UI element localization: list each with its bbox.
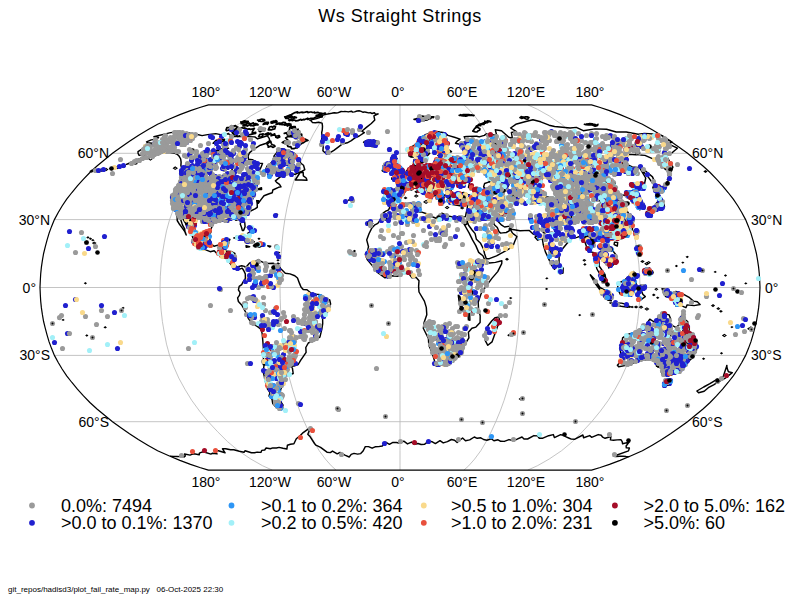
svg-text:60°W: 60°W xyxy=(317,474,352,490)
svg-text:180°: 180° xyxy=(576,474,605,490)
svg-text:0°: 0° xyxy=(391,84,404,100)
svg-text:Ws Straight Strings: Ws Straight Strings xyxy=(318,6,482,26)
svg-text:120°W: 120°W xyxy=(249,474,292,490)
svg-text:0°: 0° xyxy=(391,474,404,490)
svg-text:60°W: 60°W xyxy=(317,84,352,100)
svg-text:30°N: 30°N xyxy=(751,212,782,228)
svg-text:>0.0 to 0.1%: 1370: >0.0 to 0.1%: 1370 xyxy=(61,513,213,533)
svg-text:120°E: 120°E xyxy=(507,474,545,490)
svg-text:120°E: 120°E xyxy=(507,84,545,100)
svg-text:60°E: 60°E xyxy=(447,84,478,100)
svg-text:30°S: 30°S xyxy=(751,347,782,363)
svg-text:30°N: 30°N xyxy=(19,212,50,228)
svg-text:>1.0 to 2.0%: 231: >1.0 to 2.0%: 231 xyxy=(451,513,593,533)
svg-text:60°N: 60°N xyxy=(78,145,109,161)
svg-text:>5.0%: 60: >5.0%: 60 xyxy=(644,513,726,533)
svg-text:>0.2 to 0.5%: 420: >0.2 to 0.5%: 420 xyxy=(261,513,403,533)
svg-text:180°: 180° xyxy=(192,84,221,100)
svg-text:30°S: 30°S xyxy=(19,347,50,363)
svg-text:0°: 0° xyxy=(23,280,36,296)
svg-text:60°S: 60°S xyxy=(78,414,109,430)
svg-text:60°S: 60°S xyxy=(692,414,723,430)
svg-text:180°: 180° xyxy=(576,84,605,100)
svg-text:0°: 0° xyxy=(765,280,778,296)
svg-text:120°W: 120°W xyxy=(249,84,292,100)
svg-text:180°: 180° xyxy=(192,474,221,490)
svg-text:60°E: 60°E xyxy=(447,474,478,490)
svg-text:git_repos/hadisd3/plot_fail_ra: git_repos/hadisd3/plot_fail_rate_map.py … xyxy=(8,585,224,594)
svg-text:60°N: 60°N xyxy=(692,145,723,161)
